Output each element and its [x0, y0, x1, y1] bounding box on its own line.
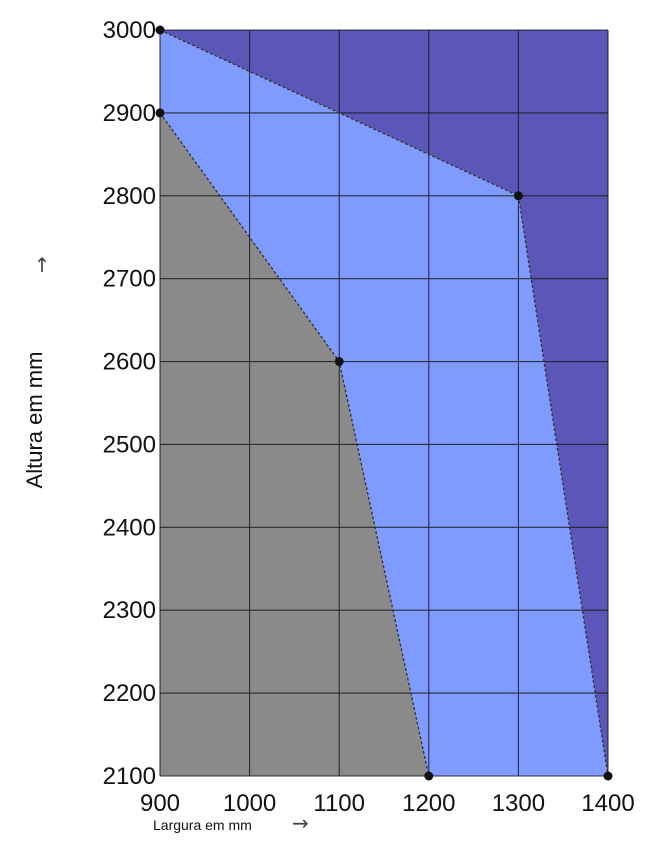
- chart-points: [155, 25, 613, 781]
- x-tick-labels: 900 1000 1100 1200 1300 1400: [140, 790, 635, 817]
- y-tick-label-2200: 2200: [103, 680, 156, 707]
- data-point-1100-2600: [334, 357, 344, 367]
- y-axis-label: Altura em mm: [22, 352, 47, 489]
- x-tick-label-900: 900: [140, 790, 180, 817]
- x-tick-label-1300: 1300: [492, 790, 545, 817]
- y-tick-label-2900: 2900: [103, 100, 156, 127]
- y-tick-label-2800: 2800: [103, 183, 156, 210]
- chart-region-1: [160, 30, 608, 776]
- x-tick-label-1400: 1400: [581, 790, 634, 817]
- data-point-900-3000: [155, 25, 165, 35]
- y-tick-label-2500: 2500: [103, 431, 156, 458]
- y-tick-label-3000: 3000: [103, 17, 156, 44]
- y-tick-label-2400: 2400: [103, 514, 156, 541]
- y-tick-label-2300: 2300: [103, 597, 156, 624]
- data-point-1300-2800: [513, 191, 523, 201]
- data-point-1200-2100: [424, 771, 434, 781]
- y-tick-labels: 2100 2200 2300 2400 2500 2600 2700 2800 2900 3000: [103, 17, 156, 790]
- chart-region-2: [160, 30, 608, 776]
- series-line-1: [159, 29, 609, 777]
- chart-regions: [160, 30, 608, 776]
- y-tick-label-2700: 2700: [103, 266, 156, 293]
- x-tick-label-1000: 1000: [223, 790, 276, 817]
- x-axis-label: Largura em mm: [153, 817, 252, 833]
- chart-grid: [159, 29, 609, 777]
- x-tick-label-1100: 1100: [313, 790, 365, 817]
- y-tick-label-2100: 2100: [103, 763, 156, 790]
- data-point-900-2900: [155, 108, 165, 118]
- data-point-1400-2100: [603, 771, 613, 781]
- x-tick-label-1200: 1200: [402, 790, 455, 817]
- x-axis-arrow: →: [292, 811, 309, 835]
- y-axis-arrow: ↑: [34, 253, 51, 277]
- y-tick-label-2600: 2600: [103, 349, 156, 376]
